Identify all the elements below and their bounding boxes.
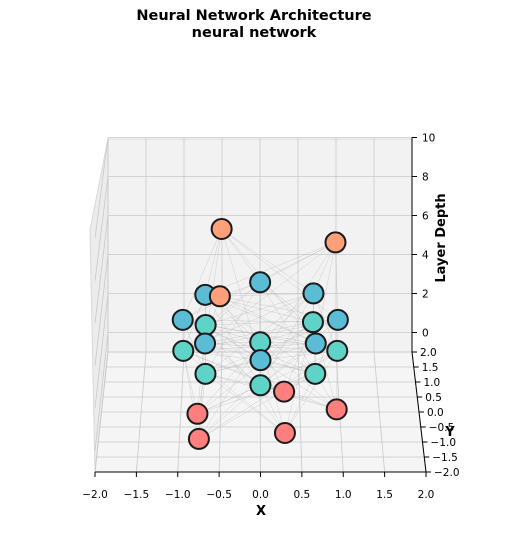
y-tick-label: 1.0	[424, 377, 441, 389]
connection-line	[259, 282, 314, 323]
connection-line	[260, 343, 316, 386]
y-tick-label: 0.0	[427, 407, 444, 419]
connection-line	[221, 228, 339, 321]
connection-line	[182, 228, 222, 320]
connection-line	[260, 319, 339, 386]
x-tick-label: 1.5	[376, 489, 393, 501]
connection-line	[205, 242, 336, 296]
connection-line	[284, 373, 316, 434]
neuron-node-layer-4	[208, 285, 231, 308]
y-tick-label: −1.0	[431, 437, 457, 449]
connection-line	[198, 385, 261, 440]
connection-line	[204, 343, 261, 386]
z-axis-label: Layer Depth	[434, 193, 449, 282]
connection-line	[205, 282, 261, 326]
side-grid-line	[94, 293, 109, 409]
side-grid-line	[94, 137, 109, 239]
neuron-node-layer-3	[302, 282, 325, 305]
connection-line	[260, 293, 314, 343]
z-tick-label: 6	[422, 211, 429, 223]
grid-lines	[94, 137, 427, 473]
x-tick-label: 1.0	[335, 489, 352, 501]
floor-grid-line	[297, 351, 303, 473]
connection-line	[335, 242, 339, 320]
side-grid-line	[94, 215, 109, 324]
neuron-node-layer-3	[304, 332, 327, 355]
z-tick-label: 0	[422, 328, 429, 340]
connection-line	[205, 228, 222, 295]
neuron-node-layer-1	[273, 422, 296, 445]
y-axis-label: Y	[444, 425, 455, 440]
connection-line	[197, 342, 261, 414]
neuron-node-layer-1	[186, 402, 209, 425]
neuron-node-layer-4	[324, 231, 347, 254]
connection-line	[183, 350, 261, 361]
connection-line	[182, 319, 261, 386]
connection-line	[219, 296, 316, 344]
z-tick-labels: 0 2 4 6 8 10	[412, 133, 435, 340]
chart-title: Neural Network Architecture	[136, 8, 371, 24]
connection-line	[205, 294, 261, 386]
connection-line	[284, 350, 338, 434]
connection-line	[205, 282, 261, 374]
connection-line	[260, 242, 336, 283]
neuron-node-layer-2	[326, 339, 349, 362]
connection-line	[260, 242, 336, 361]
connection-line	[205, 293, 314, 326]
side-grid-line	[94, 176, 109, 281]
side-grid-line	[94, 254, 109, 366]
neuron-node-layer-3	[171, 308, 194, 331]
z-tick-label: 4	[422, 250, 429, 262]
y-tick-label: 0.5	[425, 392, 442, 404]
neuron-node-layer-1	[273, 380, 296, 403]
neuron-node-layer-2	[194, 314, 217, 337]
connection-line	[197, 385, 261, 415]
y-tick-labels: −2.0 −1.5 −1.0 −0.5 0.0 0.5 1.0 1.5 2.0	[412, 347, 460, 479]
z-tick-label: 10	[422, 133, 435, 145]
x-tick-label: −2.0	[82, 489, 108, 501]
connection-line	[283, 322, 314, 392]
connection-line	[219, 293, 314, 297]
x-tick-label: −1.5	[124, 489, 150, 501]
neuron-node-layer-3	[249, 349, 272, 372]
z-tick-label: 8	[422, 172, 429, 184]
neuron-nodes	[171, 217, 349, 450]
x-tick-labels: −2.0 −1.5 −1.0 −0.5 0.0 0.5 1.0 1.5 2.0	[82, 472, 434, 501]
connection-line	[205, 373, 337, 410]
neuron-node-layer-2	[249, 374, 272, 397]
y-tick-label: −2.0	[434, 467, 460, 479]
y-tick-label: −1.5	[432, 452, 458, 464]
neuron-node-layer-3	[326, 308, 349, 331]
x-tick-label: 0.0	[252, 489, 269, 501]
connection-line	[221, 228, 314, 294]
x-axis-label: X	[256, 504, 266, 519]
z-tick-label: 2	[422, 289, 429, 301]
y-tick-label: −0.5	[429, 422, 455, 434]
neuron-node-layer-3	[249, 271, 272, 294]
connection-line	[260, 293, 314, 386]
connection-line	[260, 342, 337, 410]
x-tick-label: −0.5	[206, 489, 232, 501]
neuron-node-layer-4	[210, 217, 233, 240]
connection-line	[259, 282, 316, 374]
floor-grid-line	[373, 351, 386, 473]
neuron-node-layer-2	[194, 362, 217, 385]
chart-subtitle: neural network	[192, 25, 317, 41]
x-tick-label: 0.5	[294, 489, 311, 501]
neuron-node-layer-2	[172, 339, 195, 362]
connection-line	[260, 319, 338, 343]
y-tick-label: 1.5	[422, 362, 439, 374]
neuron-node-layer-3	[194, 332, 217, 355]
connection-line	[205, 373, 286, 434]
neuron-node-layer-1	[325, 398, 348, 421]
connection-line	[204, 242, 336, 344]
neuron-node-layer-2	[301, 311, 324, 334]
y-tick-label: 2.0	[420, 347, 437, 359]
neuron-node-layer-1	[187, 427, 210, 450]
x-tick-label: 2.0	[418, 489, 435, 501]
neuron-node-layer-2	[304, 362, 327, 385]
side-grid-line	[94, 332, 109, 451]
x-tick-label: −1.0	[165, 489, 191, 501]
